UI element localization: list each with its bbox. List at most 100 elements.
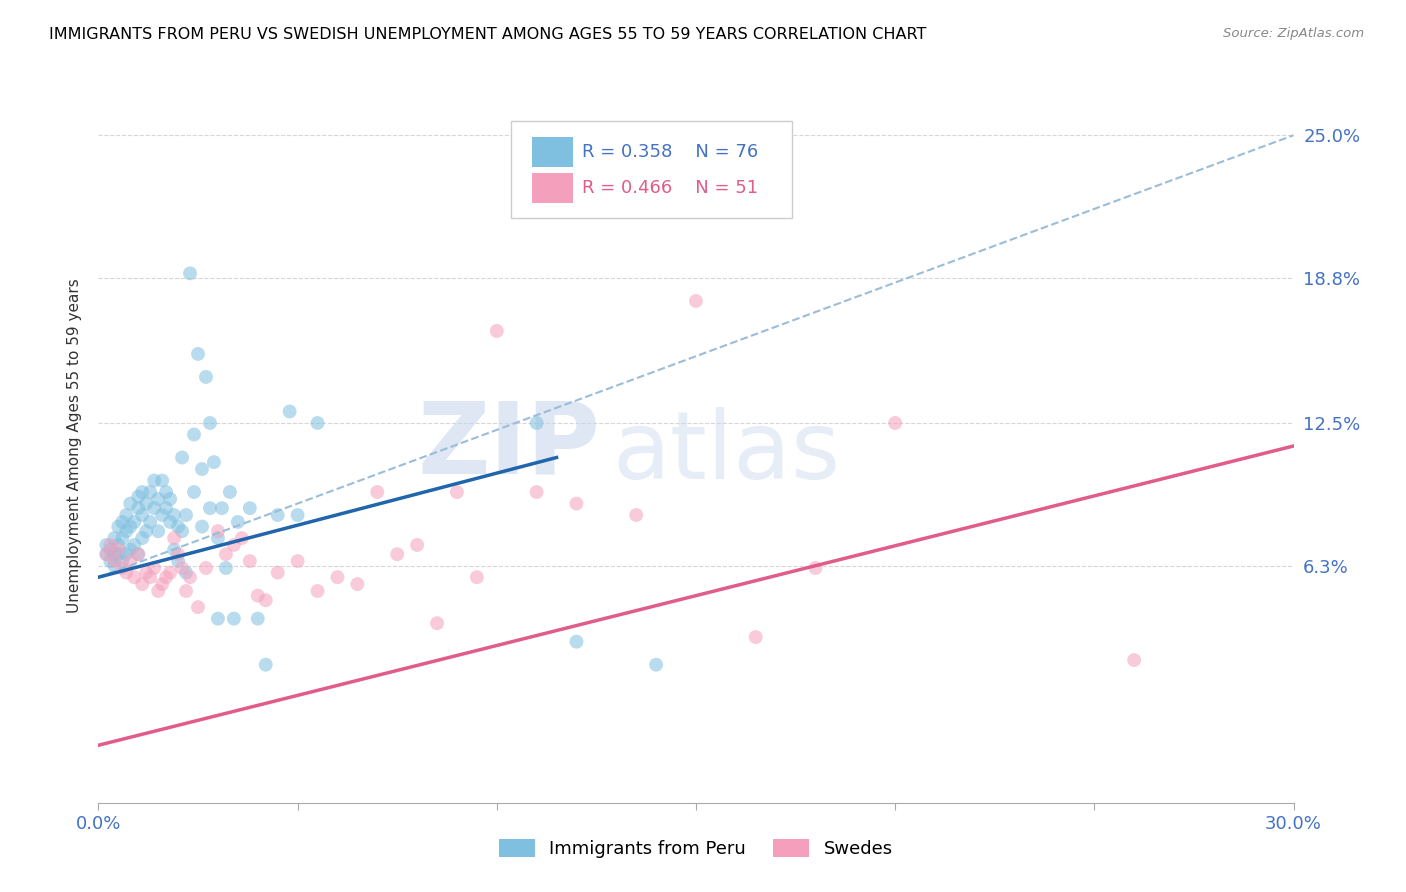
- Point: [139, 570, 162, 584]
- Point: [207, 612, 229, 626]
- Point: [163, 508, 186, 522]
- Point: [465, 570, 488, 584]
- Point: [103, 558, 125, 573]
- Point: [278, 404, 301, 418]
- Point: [131, 577, 153, 591]
- Point: [155, 485, 177, 500]
- Point: [307, 584, 329, 599]
- Point: [167, 547, 190, 561]
- Point: [139, 485, 162, 500]
- Point: [426, 616, 449, 631]
- Point: [150, 474, 173, 488]
- Point: [163, 531, 186, 545]
- Point: [222, 612, 245, 626]
- Point: [267, 508, 290, 522]
- Point: [143, 501, 166, 516]
- Point: [211, 501, 233, 516]
- FancyBboxPatch shape: [533, 173, 572, 203]
- Point: [207, 531, 229, 545]
- Point: [98, 538, 122, 552]
- Point: [155, 501, 177, 516]
- Point: [124, 515, 146, 529]
- Point: [96, 547, 118, 561]
- Point: [120, 519, 142, 533]
- Point: [98, 554, 122, 568]
- Point: [148, 524, 170, 538]
- Point: [98, 542, 122, 557]
- Point: [163, 542, 186, 557]
- Point: [174, 508, 197, 522]
- Point: [246, 612, 269, 626]
- Point: [526, 485, 548, 500]
- Point: [179, 570, 201, 584]
- Point: [172, 450, 194, 465]
- Point: [135, 524, 157, 538]
- Text: atlas: atlas: [613, 407, 841, 500]
- FancyBboxPatch shape: [510, 121, 792, 218]
- Point: [120, 542, 142, 557]
- Point: [366, 485, 388, 500]
- Point: [685, 293, 707, 308]
- Point: [103, 531, 125, 545]
- Point: [187, 600, 209, 615]
- Point: [115, 547, 138, 561]
- Y-axis label: Unemployment Among Ages 55 to 59 years: Unemployment Among Ages 55 to 59 years: [66, 278, 82, 614]
- Point: [174, 584, 197, 599]
- Point: [645, 657, 668, 672]
- Point: [215, 547, 238, 561]
- Point: [103, 547, 125, 561]
- Point: [135, 497, 157, 511]
- Point: [103, 554, 125, 568]
- Text: IMMIGRANTS FROM PERU VS SWEDISH UNEMPLOYMENT AMONG AGES 55 TO 59 YEARS CORRELATI: IMMIGRANTS FROM PERU VS SWEDISH UNEMPLOY…: [49, 27, 927, 42]
- Point: [150, 577, 173, 591]
- Point: [115, 524, 138, 538]
- Point: [626, 508, 648, 522]
- Point: [143, 561, 166, 575]
- Point: [884, 416, 907, 430]
- Point: [198, 416, 221, 430]
- Point: [191, 462, 214, 476]
- Point: [307, 416, 329, 430]
- Point: [267, 566, 290, 580]
- Point: [198, 501, 221, 516]
- Point: [111, 561, 134, 575]
- Point: [139, 515, 162, 529]
- Point: [107, 538, 129, 552]
- Point: [159, 491, 181, 506]
- Legend: Immigrants from Peru, Swedes: Immigrants from Peru, Swedes: [492, 831, 900, 865]
- Point: [231, 531, 253, 545]
- Point: [187, 347, 209, 361]
- Point: [174, 566, 197, 580]
- Point: [219, 485, 242, 500]
- Point: [287, 508, 309, 522]
- Point: [287, 554, 309, 568]
- Point: [155, 570, 177, 584]
- Point: [143, 474, 166, 488]
- Point: [148, 491, 170, 506]
- Point: [131, 485, 153, 500]
- Point: [111, 531, 134, 545]
- Point: [96, 547, 118, 561]
- Point: [485, 324, 508, 338]
- Point: [202, 455, 225, 469]
- Point: [191, 519, 214, 533]
- Point: [172, 561, 194, 575]
- Point: [107, 519, 129, 533]
- Point: [222, 538, 245, 552]
- Text: R = 0.358    N = 76: R = 0.358 N = 76: [582, 143, 759, 161]
- Point: [131, 531, 153, 545]
- Text: ZIP: ZIP: [418, 398, 600, 494]
- Point: [195, 561, 218, 575]
- Text: Source: ZipAtlas.com: Source: ZipAtlas.com: [1223, 27, 1364, 40]
- Point: [124, 538, 146, 552]
- Point: [124, 570, 146, 584]
- Point: [326, 570, 349, 584]
- Point: [183, 427, 205, 442]
- Point: [115, 566, 138, 580]
- Point: [135, 566, 157, 580]
- Point: [346, 577, 368, 591]
- Point: [167, 519, 190, 533]
- Point: [167, 554, 190, 568]
- Point: [246, 589, 269, 603]
- Point: [107, 542, 129, 557]
